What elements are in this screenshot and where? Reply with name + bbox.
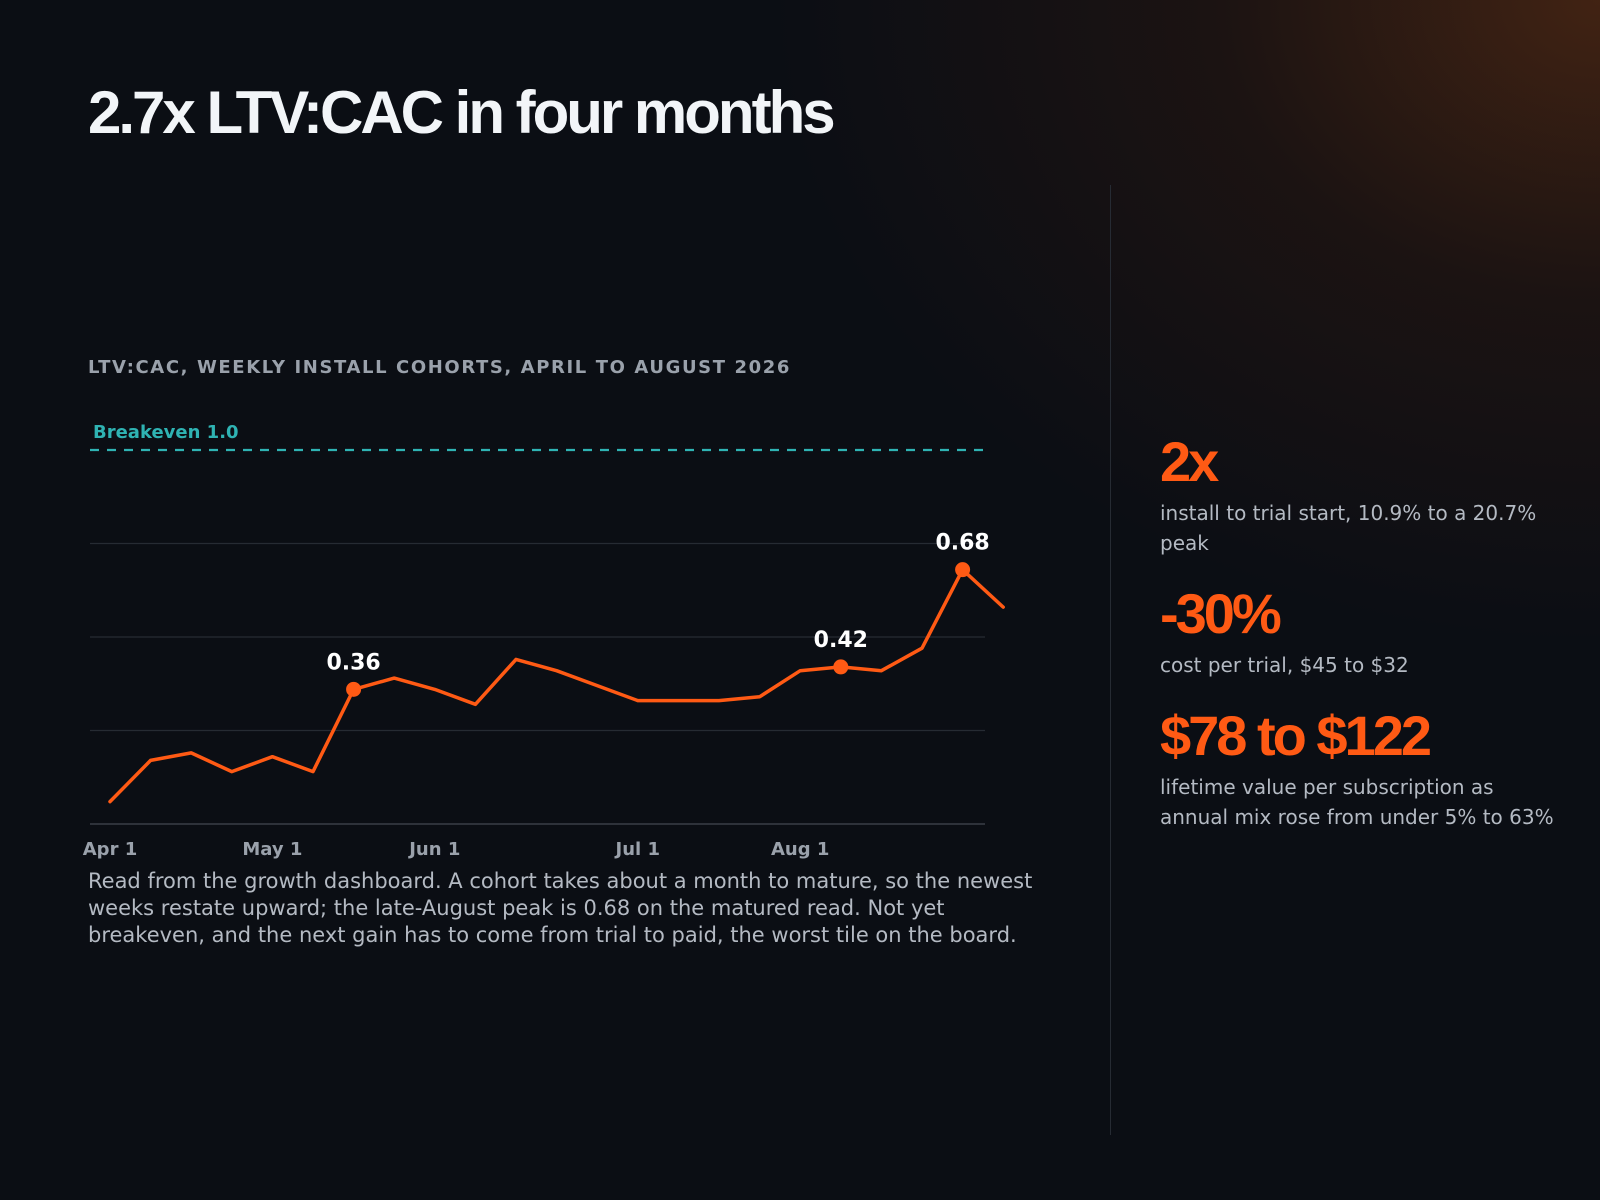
chart-caption: Read from the growth dashboard. A cohort…	[88, 869, 1033, 947]
x-tick-label: Aug 1	[771, 839, 829, 860]
x-tick-label: Jun 1	[407, 839, 460, 860]
x-tick-label: Jul 1	[614, 839, 660, 860]
data-point-label: 0.68	[935, 531, 989, 556]
data-point-marker	[955, 562, 971, 578]
x-tick-label: May 1	[242, 839, 302, 860]
stat-value: -30%	[1160, 582, 1282, 645]
stats-panel: 2x install to trial start, 10.9% to a 20…	[1160, 432, 1560, 858]
data-point-label: 0.42	[814, 628, 868, 653]
stat-description: cost per trial, $45 to $32	[1160, 653, 1409, 677]
data-point-marker	[833, 659, 849, 675]
stat-install-to-trial: 2x install to trial start, 10.9% to a 20…	[1160, 432, 1560, 558]
column-divider	[1110, 185, 1111, 1135]
stat-lifetime-value: $78 to $122 lifetime value per subscript…	[1160, 706, 1560, 832]
breakeven-label: Breakeven 1.0	[93, 422, 239, 443]
ltv-cac-line-chart: Breakeven 1.0 0.36 0.42 0.68 Apr 1 May 1 Jun 1…	[83, 422, 1005, 860]
page-title: 2.7x LTV:CAC in four months	[88, 79, 836, 146]
data-point-marker	[346, 681, 362, 697]
data-point-label: 0.36	[326, 650, 380, 675]
stat-description: lifetime value per subscription as annua…	[1160, 775, 1554, 829]
stat-value: $78 to $122	[1160, 704, 1432, 767]
stat-cost-per-trial: -30% cost per trial, $45 to $32	[1160, 584, 1560, 680]
stat-description: install to trial start, 10.9% to a 20.7%…	[1160, 501, 1537, 555]
stat-value: 2x	[1160, 430, 1219, 493]
ltv-cac-series-line	[108, 567, 1005, 804]
chart-title: LTV:CAC, WEEKLY INSTALL COHORTS, APRIL T…	[88, 357, 791, 378]
x-tick-label: Apr 1	[83, 839, 137, 860]
